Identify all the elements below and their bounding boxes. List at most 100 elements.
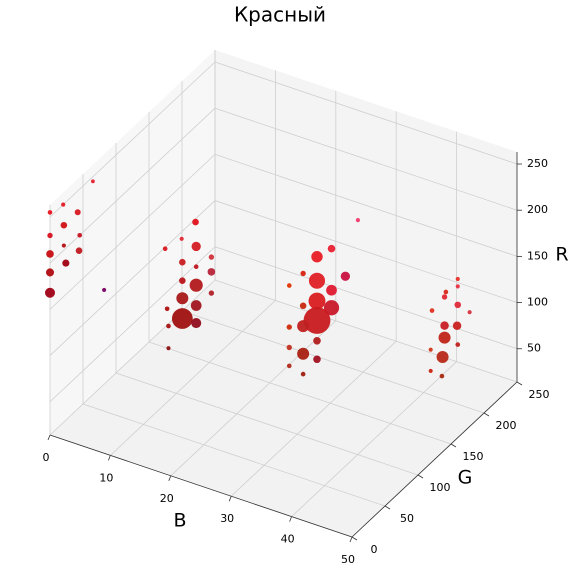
point: [47, 232, 53, 239]
point: [286, 363, 292, 369]
axis-line: [49, 434, 353, 538]
point: [60, 221, 68, 229]
grid-line: [110, 300, 276, 456]
z-axis-label: R: [555, 244, 568, 266]
point: [91, 179, 95, 184]
grid-line: [170, 320, 337, 477]
point: [300, 270, 306, 277]
point: [436, 350, 449, 363]
x-axis-label: B: [173, 510, 186, 532]
grid-line: [214, 153, 518, 257]
point: [327, 244, 336, 253]
y-tick: [516, 381, 523, 386]
point: [162, 246, 168, 252]
point: [439, 373, 445, 379]
y-tick-label: 150: [463, 450, 484, 463]
point: [191, 318, 202, 329]
grid-line: [230, 340, 397, 497]
z-tick-label: 100: [527, 296, 548, 309]
grid-line: [49, 61, 216, 218]
point: [313, 355, 321, 364]
grid-line: [49, 200, 216, 356]
point: [455, 342, 461, 347]
point: [303, 307, 331, 334]
x-tick-label: 10: [99, 471, 113, 484]
point: [44, 287, 56, 298]
grid-line: [49, 246, 216, 403]
x-tick-label: 50: [341, 553, 355, 566]
y-tick-label: 50: [400, 512, 414, 525]
point: [166, 346, 171, 351]
x-tick: [108, 455, 111, 461]
point: [452, 321, 462, 331]
point: [166, 323, 171, 329]
point: [193, 264, 199, 270]
grid-line: [49, 107, 216, 264]
x-tick: [228, 496, 232, 502]
point: [440, 321, 449, 330]
point: [454, 301, 462, 309]
points: [44, 179, 472, 379]
y-tick-label: 0: [371, 543, 378, 556]
y-tick: [351, 536, 358, 541]
z-tick-label: 250: [527, 157, 548, 170]
y-tick-label: 200: [496, 419, 517, 432]
point: [355, 218, 360, 223]
floor-pane: [50, 280, 517, 537]
point: [192, 218, 199, 226]
point: [323, 300, 340, 316]
y-axis-label: G: [458, 467, 473, 489]
y-tick-label: 250: [529, 388, 550, 401]
point: [286, 283, 292, 288]
grid-line: [49, 154, 216, 310]
y-tick: [450, 443, 457, 448]
panes: [50, 50, 517, 537]
point: [428, 347, 433, 352]
point: [62, 259, 70, 267]
z-tick-label: 150: [527, 249, 548, 262]
x-tick-label: 0: [43, 451, 50, 464]
x-tick: [47, 434, 51, 441]
point: [190, 300, 202, 311]
z-tick-label: 50: [527, 342, 541, 355]
point: [191, 241, 201, 252]
point: [300, 371, 306, 377]
point: [45, 268, 55, 277]
grid-line: [214, 246, 518, 350]
grid-line: [214, 200, 518, 303]
grid-line: [82, 403, 386, 507]
point: [299, 302, 307, 310]
point: [179, 277, 186, 284]
grid-line: [214, 279, 518, 383]
grid-line: [214, 61, 518, 165]
point: [286, 344, 292, 351]
point: [189, 278, 203, 292]
point: [308, 292, 326, 310]
point: [208, 254, 215, 260]
point: [438, 331, 451, 344]
point: [286, 324, 292, 330]
point: [61, 202, 66, 207]
point: [77, 232, 83, 238]
point: [428, 368, 433, 374]
point: [61, 243, 66, 248]
point: [208, 290, 215, 296]
point: [179, 236, 184, 241]
grid-line: [214, 107, 518, 211]
x-tick: [349, 536, 353, 543]
point: [308, 272, 326, 289]
point: [313, 336, 321, 345]
grid: [47, 50, 523, 543]
point: [455, 276, 460, 282]
point: [455, 284, 460, 289]
point: [74, 209, 81, 216]
point: [46, 250, 54, 258]
y-tick: [483, 412, 490, 417]
point: [207, 268, 216, 276]
point: [47, 210, 53, 215]
y-tick: [417, 474, 424, 479]
point: [441, 294, 448, 300]
point: [443, 289, 449, 295]
grid-line: [291, 361, 457, 517]
point: [176, 292, 189, 305]
